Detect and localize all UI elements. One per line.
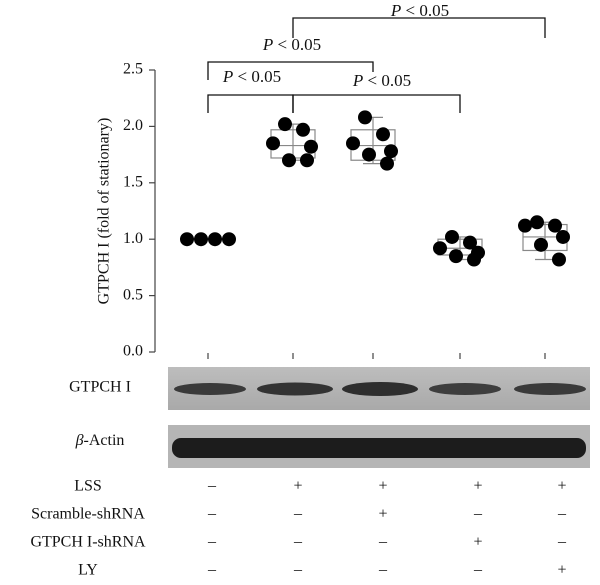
treatment-sign: –	[293, 562, 303, 579]
blot-gtpch	[168, 367, 590, 410]
row-label: LY	[78, 562, 98, 579]
data-point	[208, 232, 222, 247]
treatment-sign: +	[557, 562, 566, 579]
significance-bracket	[292, 94, 461, 113]
data-point	[433, 241, 447, 256]
blot-label: GTPCH I	[69, 379, 131, 396]
y-tick-label: 0.5	[123, 286, 143, 303]
data-point	[449, 249, 463, 264]
treatment-sign: –	[207, 534, 217, 551]
y-axis-label: GTPCH I (fold of stationary)	[96, 118, 113, 305]
treatment-sign: +	[378, 506, 387, 523]
blot-actin	[168, 425, 590, 468]
significance-label: P < 0.05	[390, 1, 449, 20]
data-point	[552, 252, 566, 267]
data-point	[445, 229, 459, 244]
data-point	[556, 229, 570, 244]
data-point	[300, 153, 314, 168]
blot-label: β-Actin	[75, 432, 125, 449]
treatment-sign: +	[473, 478, 482, 495]
treatment-sign: –	[207, 478, 217, 495]
significance-bracket	[207, 94, 294, 113]
data-point	[358, 110, 372, 125]
data-point	[518, 218, 532, 233]
data-point	[534, 237, 548, 252]
y-tick-label: 2.5	[123, 61, 143, 78]
data-point	[194, 232, 208, 247]
data-point	[180, 232, 194, 247]
data-point	[380, 156, 394, 171]
treatment-sign: –	[378, 534, 388, 551]
y-tick-label: 0.0	[123, 343, 143, 360]
data-point	[222, 232, 236, 247]
significance-bracket	[207, 61, 374, 80]
treatment-sign: –	[557, 506, 567, 523]
y-tick-label: 2.0	[123, 117, 143, 134]
data-point	[278, 117, 292, 132]
data-point	[467, 252, 481, 267]
treatment-sign: –	[378, 562, 388, 579]
treatment-sign: +	[557, 478, 566, 495]
row-label: LSS	[74, 478, 102, 495]
row-label: Scramble-shRNA	[31, 506, 145, 523]
data-point	[304, 139, 318, 154]
significance-bracket	[292, 17, 546, 38]
treatment-sign: +	[473, 534, 482, 551]
treatment-sign: –	[557, 534, 567, 551]
treatment-sign: –	[473, 506, 483, 523]
data-point	[266, 136, 280, 151]
treatment-sign: +	[293, 478, 302, 495]
data-point	[362, 147, 376, 162]
significance-label: P < 0.05	[352, 71, 411, 90]
treatment-sign: –	[207, 562, 217, 579]
row-label: GTPCH I-shRNA	[30, 534, 146, 551]
data-point	[548, 218, 562, 233]
data-point	[376, 127, 390, 142]
data-point	[282, 153, 296, 168]
treatment-sign: –	[207, 506, 217, 523]
significance-label: P < 0.05	[222, 67, 281, 86]
data-point	[346, 136, 360, 151]
data-point	[463, 235, 477, 250]
treatment-sign: –	[293, 534, 303, 551]
y-tick-label: 1.5	[123, 173, 143, 190]
data-point	[530, 215, 544, 230]
data-point	[296, 122, 310, 137]
data-point	[384, 144, 398, 159]
significance-label: P < 0.05	[262, 35, 321, 54]
treatment-sign: –	[293, 506, 303, 523]
treatment-sign: –	[473, 562, 483, 579]
treatment-sign: +	[378, 478, 387, 495]
y-tick-label: 1.0	[123, 230, 143, 247]
